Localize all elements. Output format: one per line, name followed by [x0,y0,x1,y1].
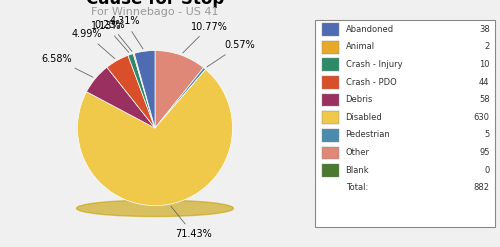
Bar [322,58,340,71]
Bar [322,146,340,159]
Text: 882: 882 [474,183,490,192]
Text: Disabled: Disabled [346,113,383,122]
Text: Abandoned: Abandoned [346,25,394,34]
Text: 0.57%: 0.57% [207,40,254,67]
Wedge shape [134,51,155,128]
Text: 10.77%: 10.77% [182,21,228,53]
Text: Pedestrian: Pedestrian [346,130,391,139]
Text: 5: 5 [484,130,490,139]
Bar [322,41,340,54]
Bar [322,23,340,36]
Wedge shape [107,55,155,128]
Text: 58: 58 [479,95,490,104]
Text: For Winnebago - US 41: For Winnebago - US 41 [91,7,219,17]
Bar [322,111,340,124]
Text: 1.13%: 1.13% [90,21,129,52]
Text: 630: 630 [474,113,490,122]
Text: Animal: Animal [346,42,374,51]
Bar [322,94,340,106]
Text: 4.31%: 4.31% [110,17,143,49]
Text: 44: 44 [479,78,490,86]
Text: 71.43%: 71.43% [171,206,211,239]
Wedge shape [155,68,206,128]
Text: Crash - PDO: Crash - PDO [346,78,397,86]
Text: Debris: Debris [346,95,373,104]
Wedge shape [86,67,155,128]
Text: 38: 38 [479,25,490,34]
Text: 4.99%: 4.99% [72,29,115,59]
Text: 10: 10 [479,60,490,69]
Wedge shape [155,51,204,128]
Ellipse shape [76,200,234,217]
Text: Other: Other [346,148,370,157]
Wedge shape [128,54,155,128]
Text: 6.58%: 6.58% [42,54,93,77]
Bar [322,129,340,142]
Text: Cause for Stop: Cause for Stop [86,0,224,8]
Bar [322,76,340,89]
Text: Crash - Injury: Crash - Injury [346,60,402,69]
Text: 2: 2 [484,42,490,51]
Text: 0: 0 [484,166,490,175]
Text: 95: 95 [479,148,490,157]
Text: Blank: Blank [346,166,369,175]
Bar [322,164,340,177]
Text: Total:: Total: [346,183,368,192]
Text: 0.23%: 0.23% [95,20,132,51]
Wedge shape [133,53,155,128]
Wedge shape [78,69,233,206]
